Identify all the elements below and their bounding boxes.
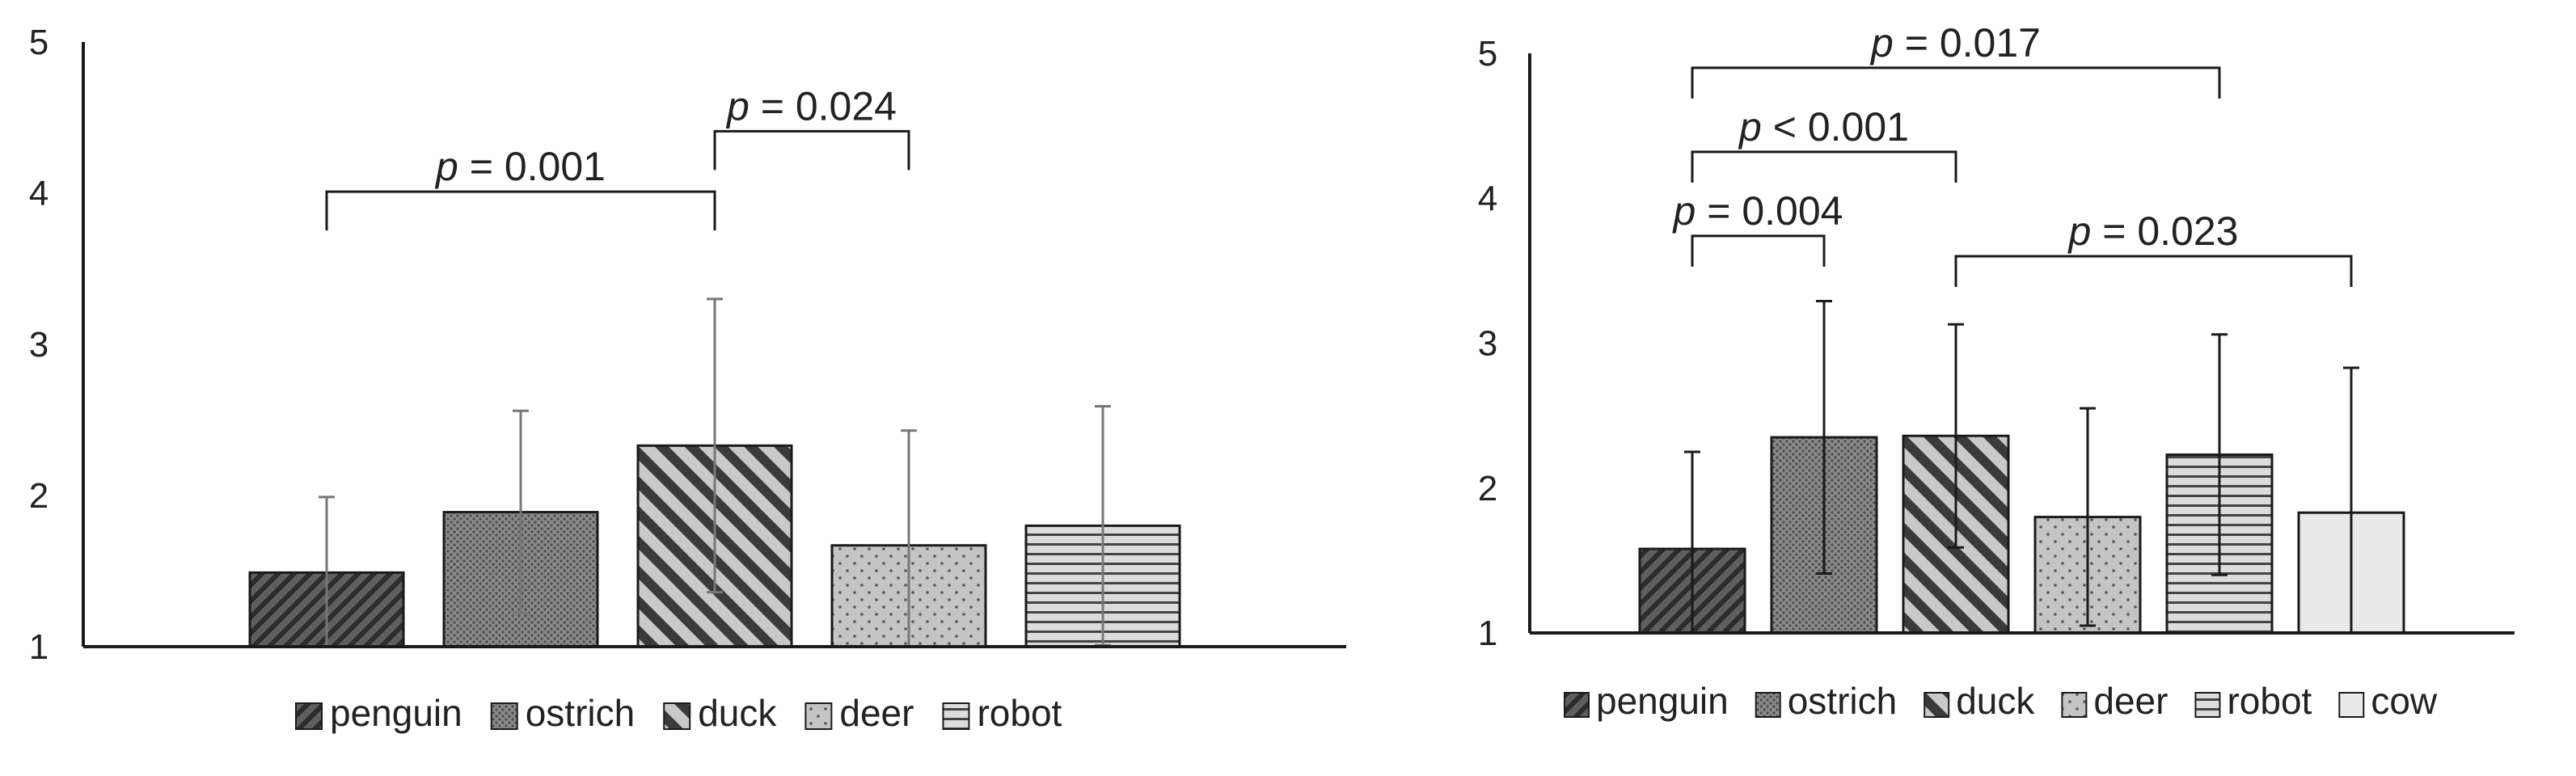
error-bar-ostrich <box>1816 300 1832 576</box>
p-value-label: p = 0.017 <box>1869 20 2041 65</box>
error-bar-duck <box>1948 323 1964 549</box>
significance-bracket <box>1691 150 1957 183</box>
significance-bracket <box>1691 66 2221 99</box>
p-value-label: p = 0.001 <box>434 144 606 189</box>
legend-label-ostrich: ostrich <box>526 692 635 734</box>
left-chart: 1 2 3 4 5 p = 0.001 p = 0.024 penguin ostrich duc… <box>29 23 1346 734</box>
legend-swatch-robot <box>942 702 970 730</box>
error-bar-duck <box>707 297 723 594</box>
legend-swatch-penguin <box>1564 692 1590 718</box>
significance-bracket <box>325 190 716 231</box>
y-tick-label: 4 <box>1478 179 1497 218</box>
legend-label-duck: duck <box>698 692 777 734</box>
error-bar-deer <box>2080 407 2096 627</box>
p-value-label: p = 0.024 <box>725 83 897 129</box>
legend-swatch-robot <box>2194 692 2221 718</box>
p-value-label: p = 0.004 <box>1672 188 1843 234</box>
y-tick-label: 5 <box>29 23 49 62</box>
legend-swatch-deer <box>2061 692 2088 718</box>
legend-swatch-duck <box>1924 692 1950 718</box>
p-value-label: p < 0.001 <box>1738 104 1909 150</box>
y-tick-label: 4 <box>29 174 49 213</box>
legend-swatch-ostrich <box>490 702 518 730</box>
p-value-label: p = 0.023 <box>2067 209 2239 254</box>
legend-label-robot: robot <box>977 692 1062 734</box>
legend-label-penguin: penguin <box>1596 680 1729 722</box>
legend-swatch-deer <box>804 702 833 730</box>
legend-swatch-penguin <box>295 702 323 730</box>
legend-label-ostrich: ostrich <box>1788 680 1897 722</box>
y-tick-label: 2 <box>1478 469 1497 508</box>
y-tick-label: 1 <box>29 627 49 667</box>
y-tick-label: 3 <box>1478 324 1497 364</box>
legend-label-robot: robot <box>2227 680 2312 722</box>
y-tick-label: 2 <box>29 476 49 516</box>
legend-label-cow: cow <box>2371 680 2438 722</box>
significance-bracket <box>1954 255 2353 287</box>
legend-label-deer: deer <box>2093 680 2168 722</box>
y-tick-label: 1 <box>1478 614 1497 653</box>
significance-bracket <box>713 129 910 171</box>
y-tick-label: 5 <box>1478 34 1497 74</box>
y-tick-label: 3 <box>29 325 49 365</box>
legend-swatch-ostrich <box>1755 692 1781 718</box>
error-bar-robot <box>2211 333 2228 576</box>
legend-swatch-cow <box>2338 692 2365 718</box>
significance-bracket <box>1691 234 1826 267</box>
legend-swatch-duck <box>663 702 691 730</box>
legend-label-penguin: penguin <box>330 692 462 734</box>
error-bar-ostrich <box>513 409 529 615</box>
legend-label-duck: duck <box>1956 680 2035 722</box>
right-chart: 1 2 3 4 5 p = 0.017 p < 0.001 p = 0.004 p = 0.02… <box>1478 20 2515 722</box>
legend-label-deer: deer <box>839 692 914 734</box>
